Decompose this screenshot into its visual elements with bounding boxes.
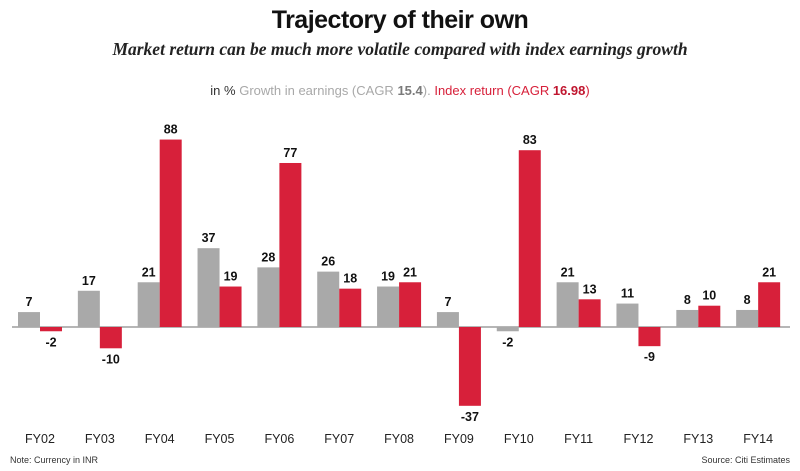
data-label: 17 bbox=[82, 274, 96, 288]
data-label: 7 bbox=[26, 295, 33, 309]
bar-earnings-fy09 bbox=[436, 312, 459, 327]
legend-earnings-close: ). bbox=[422, 83, 431, 98]
legend-return-text: Index return (CAGR bbox=[434, 83, 553, 98]
bar-earnings-fy05 bbox=[197, 248, 220, 327]
legend-return-close: ) bbox=[585, 83, 590, 98]
data-label: 21 bbox=[142, 265, 156, 279]
data-label: -2 bbox=[45, 335, 56, 349]
bar-earnings-fy13 bbox=[676, 309, 699, 327]
bar-index-return-fy14 bbox=[758, 282, 781, 327]
x-tick-label: FY12 bbox=[624, 432, 654, 446]
legend: in % Growth in earnings (CAGR 15.4). Ind… bbox=[0, 83, 800, 98]
data-label: 37 bbox=[202, 231, 216, 245]
footnote: Note: Currency in INR bbox=[10, 455, 99, 465]
bar-index-return-fy02 bbox=[40, 327, 62, 332]
data-label: 11 bbox=[621, 287, 634, 301]
data-label: 83 bbox=[523, 133, 537, 147]
data-label: 13 bbox=[583, 282, 597, 296]
x-tick-label: FY07 bbox=[324, 432, 354, 446]
x-tick-label: FY08 bbox=[384, 432, 414, 446]
legend-earnings: Growth in earnings (CAGR 15.4). bbox=[239, 83, 431, 98]
data-label: 19 bbox=[224, 270, 238, 284]
x-tick-label: FY04 bbox=[145, 432, 175, 446]
data-label: -2 bbox=[502, 335, 513, 349]
x-tick-label: FY06 bbox=[264, 432, 294, 446]
bar-earnings-fy14 bbox=[736, 309, 759, 327]
bar-earnings-fy10 bbox=[496, 327, 519, 332]
data-label: 26 bbox=[321, 255, 335, 269]
legend-return-cagr: 16.98 bbox=[552, 83, 586, 98]
data-label: 8 bbox=[744, 293, 751, 307]
legend-unit: in % bbox=[210, 83, 236, 98]
bar-earnings-fy04 bbox=[137, 282, 160, 327]
bar-earnings-fy06 bbox=[257, 267, 280, 327]
bar-index-return-fy03 bbox=[99, 327, 122, 349]
bar-index-return-fy11 bbox=[578, 299, 601, 327]
bar-index-return-fy13 bbox=[698, 305, 721, 327]
bar-earnings-fy12 bbox=[616, 303, 639, 327]
legend-earnings-text: Growth in earnings (CAGR bbox=[239, 83, 398, 98]
data-label: -10 bbox=[102, 352, 120, 366]
data-label: 21 bbox=[762, 265, 776, 279]
legend-earnings-cagr: 15.4 bbox=[397, 83, 423, 98]
data-label: 28 bbox=[261, 250, 275, 264]
legend-index-return: Index return (CAGR 16.98) bbox=[434, 83, 589, 98]
chart-title: Trajectory of their own bbox=[271, 6, 529, 34]
data-label: 19 bbox=[381, 270, 395, 284]
bar-index-return-fy05 bbox=[219, 286, 242, 327]
bar-index-return-fy07 bbox=[339, 288, 362, 327]
bar-earnings-fy11 bbox=[556, 282, 579, 327]
data-label: -37 bbox=[461, 410, 479, 424]
data-label: 10 bbox=[702, 289, 716, 303]
data-label: 7 bbox=[444, 295, 451, 309]
bar-earnings-fy07 bbox=[317, 271, 340, 327]
x-tick-label: FY05 bbox=[205, 432, 235, 446]
chart-subtitle: Market return can be much more volatile … bbox=[112, 39, 688, 59]
x-tick-label: FY14 bbox=[743, 432, 773, 446]
data-label: 21 bbox=[403, 265, 417, 279]
x-tick-label: FY09 bbox=[444, 432, 474, 446]
x-tick-label: FY03 bbox=[85, 432, 115, 446]
bar-earnings-fy03 bbox=[77, 290, 100, 327]
x-tick-label: FY10 bbox=[504, 432, 534, 446]
x-tick-label: FY11 bbox=[564, 432, 593, 446]
data-label: -9 bbox=[644, 350, 655, 364]
bar-index-return-fy06 bbox=[279, 162, 302, 327]
bar-index-return-fy08 bbox=[399, 282, 422, 327]
data-label: 21 bbox=[561, 265, 575, 279]
source-note: Source: Citi Estimates bbox=[701, 455, 790, 465]
data-label: 77 bbox=[283, 146, 297, 160]
bar-index-return-fy12 bbox=[638, 327, 661, 347]
data-label: 18 bbox=[343, 272, 357, 286]
bar-earnings-fy08 bbox=[377, 286, 400, 327]
x-tick-label: FY02 bbox=[25, 432, 55, 446]
data-label: 88 bbox=[164, 123, 178, 137]
bar-index-return-fy04 bbox=[159, 139, 182, 327]
x-tick-label: FY13 bbox=[683, 432, 713, 446]
bar-earnings-fy02 bbox=[18, 312, 40, 327]
bar-index-return-fy09 bbox=[458, 327, 481, 406]
data-label: 8 bbox=[684, 293, 691, 307]
bar-index-return-fy10 bbox=[518, 150, 541, 327]
